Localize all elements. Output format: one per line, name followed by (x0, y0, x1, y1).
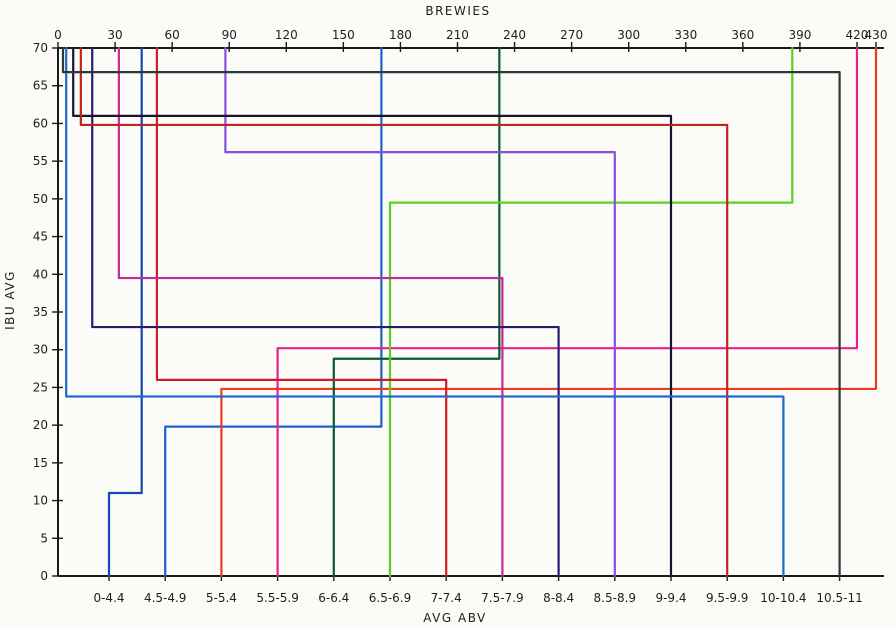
series-layer (61, 46, 878, 578)
top-tick-label-0: 0 (54, 28, 62, 42)
bottom-tick-label-2: 5-5.4 (206, 591, 237, 605)
left-tick-label-10: 50 (33, 192, 48, 206)
series-line-7-5-7-9 (117, 46, 504, 578)
top-tick-label-7: 210 (446, 28, 469, 42)
bottom-tick-label-4: 6-6.4 (318, 591, 349, 605)
axes-layer (52, 42, 884, 581)
bottom-tick-label-12: 10-10.4 (760, 591, 806, 605)
top-tick-label-12: 360 (731, 28, 754, 42)
bottom-tick-label-13: 10.5-11 (816, 591, 862, 605)
top-tick-label-8: 240 (503, 28, 526, 42)
series-line-6-5-6-9 (388, 46, 794, 578)
left-tick-label-6: 30 (33, 343, 48, 357)
series-line-4-5-4-9 (164, 46, 383, 578)
bottom-tick-label-3: 5.5-5.9 (256, 591, 299, 605)
left-tick-label-11: 55 (33, 154, 48, 168)
left-tick-label-13: 65 (33, 79, 48, 93)
series-line-10-10-4 (65, 46, 785, 578)
left-tick-label-12: 60 (33, 116, 48, 130)
series-line-8-8-4 (91, 46, 560, 578)
top-tick-label-6: 180 (389, 28, 412, 42)
bottom-tick-label-5: 6.5-6.9 (369, 591, 412, 605)
bottom-axis-title: AVG ABV (423, 611, 487, 625)
left-tick-label-14: 70 (33, 41, 48, 55)
series-line-5-5-4 (220, 46, 878, 578)
left-tick-label-4: 20 (33, 418, 48, 432)
top-tick-label-4: 120 (275, 28, 298, 42)
bottom-tick-label-6: 7-7.4 (431, 591, 462, 605)
top-tick-label-3: 90 (222, 28, 237, 42)
series-line-7-7-4 (155, 46, 448, 578)
left-tick-label-3: 15 (33, 456, 48, 470)
bottom-tick-label-0: 0-4.4 (93, 591, 124, 605)
left-tick-label-8: 40 (33, 267, 48, 281)
bottom-tick-label-11: 9.5-9.9 (706, 591, 749, 605)
series-line-5-5-5-9 (276, 46, 859, 578)
top-tick-label-9: 270 (560, 28, 583, 42)
labels-layer: BREWIES AVG ABV IBU AVG 0 5 10 15 20 25 30 35 40… (3, 4, 887, 625)
top-tick-label-2: 60 (164, 28, 179, 42)
bottom-tick-label-10: 9-9.4 (655, 591, 686, 605)
series-line-9-5-9-9 (79, 46, 729, 578)
top-tick-label-11: 330 (674, 28, 697, 42)
top-tick-label-13: 390 (788, 28, 811, 42)
series-line-0-4-4 (107, 46, 143, 578)
left-tick-label-7: 35 (33, 305, 48, 319)
top-tick-label-1: 30 (107, 28, 122, 42)
series-line-8-5-8-9 (224, 46, 616, 578)
top-tick-label-15: 430 (865, 28, 888, 42)
top-axis-title: BREWIES (425, 4, 490, 18)
bottom-tick-label-7: 7.5-7.9 (481, 591, 524, 605)
left-tick-label-0: 0 (40, 569, 48, 583)
top-tick-label-5: 150 (332, 28, 355, 42)
top-tick-label-10: 300 (617, 28, 640, 42)
series-line-9-9-4 (72, 46, 673, 578)
left-axis-title: IBU AVG (3, 270, 17, 330)
bottom-tick-label-8: 8-8.4 (543, 591, 574, 605)
series-line-10-5-11 (61, 46, 841, 578)
series-line-6-6-4 (332, 46, 501, 578)
bottom-tick-label-1: 4.5-4.9 (144, 591, 187, 605)
bottom-tick-label-9: 8.5-8.9 (594, 591, 637, 605)
left-tick-label-5: 25 (33, 380, 48, 394)
top-tick-label-14: 420 (846, 28, 869, 42)
left-tick-label-2: 10 (33, 494, 48, 508)
left-tick-label-9: 45 (33, 230, 48, 244)
left-tick-label-1: 5 (40, 531, 48, 545)
